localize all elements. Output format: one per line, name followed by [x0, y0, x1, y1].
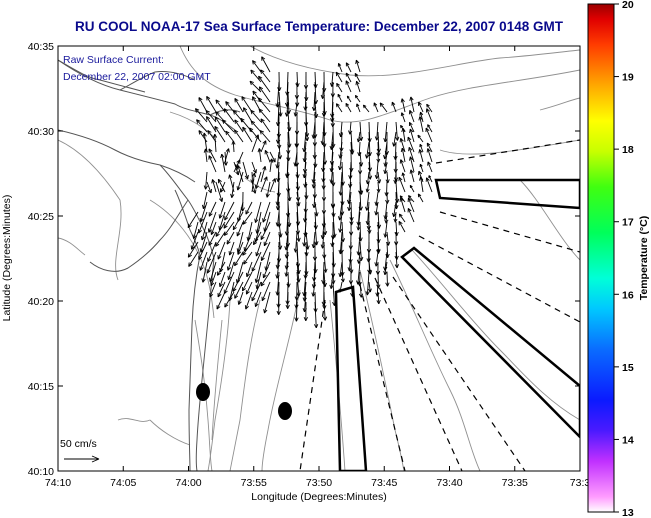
y-tick-label: 40:25 — [28, 211, 54, 223]
y-tick-label: 40:15 — [28, 381, 54, 393]
x-axis-label: Longitude (Degrees:Minutes) — [251, 491, 386, 503]
y-tick-label: 40:30 — [28, 126, 54, 138]
colorbar-tick-label: 17 — [622, 217, 634, 229]
plot-area: Raw Surface Current: December 22, 2007 0… — [58, 46, 580, 471]
colorbar-ticks: 20 19 18 17 16 15 14 13 — [614, 0, 634, 518]
colorbar-tick-label: 15 — [622, 362, 634, 374]
scale-label: 50 cm/s — [60, 438, 97, 450]
station-marker-east — [278, 402, 292, 420]
x-tick-label: 74:10 — [45, 477, 71, 489]
x-tick-label: 73:40 — [436, 477, 462, 489]
y-axis-label: Latitude (Degrees:Minutes) — [1, 195, 13, 322]
x-tick-label: 73:45 — [371, 477, 397, 489]
colorbar-tick-label: 19 — [622, 72, 634, 84]
x-tick-label: 73:3 — [570, 477, 591, 489]
colorbar-label: Temperature (°C) — [638, 216, 650, 301]
x-tick-label: 74:00 — [175, 477, 201, 489]
colorbar-tick-label: 13 — [622, 507, 634, 518]
colorbar — [587, 3, 615, 513]
scale-vector — [64, 455, 100, 463]
x-tick-label: 73:50 — [306, 477, 332, 489]
y-tick-label: 40:20 — [28, 296, 54, 308]
y-tick-label: 40:10 — [28, 466, 54, 478]
radar-coverage-masks — [299, 139, 580, 471]
colorbar-tick-label: 20 — [622, 0, 634, 11]
station-marker-west — [196, 383, 210, 401]
surface-current-vectors — [187, 56, 433, 329]
x-tick-label: 74:05 — [110, 477, 136, 489]
x-tick-label: 73:55 — [241, 477, 267, 489]
colorbar-tick-label: 16 — [622, 289, 634, 301]
x-axis-ticks: 74:10 74:05 74:00 73:55 73:50 73:45 73:40 73:35… — [45, 46, 591, 489]
y-tick-label: 40:35 — [28, 41, 54, 53]
y-axis-ticks: 40:35 40:30 40:25 40:20 40:15 40:10 — [28, 41, 580, 478]
colorbar-tick-label: 18 — [622, 144, 634, 156]
bathymetry-contours — [58, 46, 580, 471]
annotation-line-2: December 22, 2007 02:00 GMT — [63, 71, 211, 83]
map-title: RU COOL NOAA-17 Sea Surface Temperature:… — [75, 19, 564, 34]
x-tick-label: 73:35 — [502, 477, 528, 489]
colorbar-tick-label: 14 — [622, 434, 634, 446]
annotation-line-1: Raw Surface Current: — [63, 54, 164, 66]
